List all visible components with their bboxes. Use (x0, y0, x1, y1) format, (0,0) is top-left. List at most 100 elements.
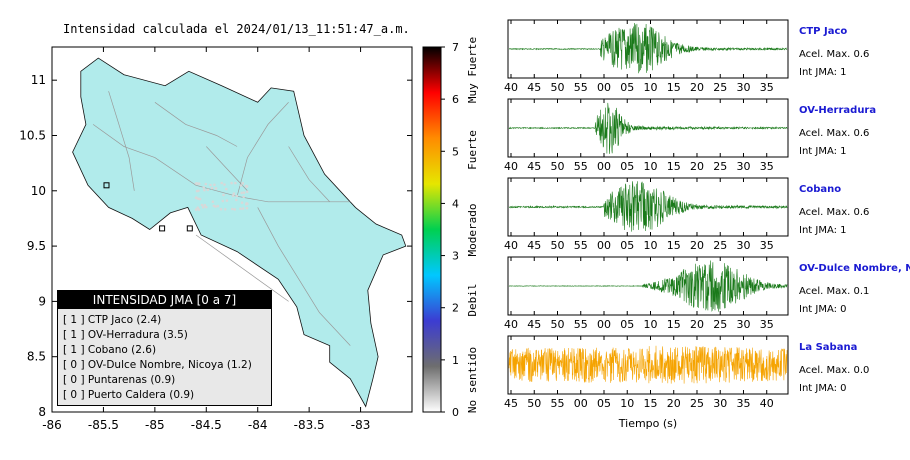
town-dot (220, 181, 223, 185)
max-acceleration: Acel. Max. 0.1 (799, 286, 869, 297)
time-tick-label: 40 (504, 239, 518, 252)
town-dot (198, 197, 202, 201)
y-tick-label: 10 (31, 184, 46, 198)
time-tick-label: 45 (504, 397, 518, 410)
time-tick-label: 30 (736, 81, 750, 94)
town-dot (225, 187, 228, 191)
jma-intensity: Int JMA: 0 (799, 304, 847, 315)
time-tick-label: 05 (620, 81, 634, 94)
town-dot (232, 192, 236, 195)
time-tick-label: 30 (736, 239, 750, 252)
time-tick-label: 40 (760, 397, 774, 410)
legend-item: [ 0 ] OV-Dulce Nombre, Nicoya (1.2) (63, 359, 252, 371)
jma-intensity: Int JMA: 0 (799, 383, 847, 394)
town-dot (241, 181, 244, 185)
time-tick-label: 30 (736, 160, 750, 173)
town-dot (239, 184, 243, 187)
road-network (92, 91, 351, 346)
jma-intensity: Int JMA: 1 (799, 225, 847, 236)
legend-item: [ 1 ] Cobano (2.6) (63, 344, 157, 356)
road (206, 146, 248, 192)
x-tick-label: -85.5 (88, 418, 119, 432)
y-tick-label: 10.5 (19, 128, 46, 142)
time-tick-label: 00 (597, 239, 611, 252)
town-dot (235, 194, 239, 198)
max-acceleration: Acel. Max. 0.6 (799, 128, 869, 139)
y-tick-label: 9 (38, 294, 46, 308)
time-tick-label: 50 (527, 397, 541, 410)
time-tick-label: 15 (667, 81, 681, 94)
time-tick-label: 40 (504, 81, 518, 94)
waveform-panels: 40 45 50 55 00 05 10 15 20 25 30 35 CTP Jaco Acel. Ma… (504, 19, 910, 410)
town-dot (204, 182, 208, 186)
town-dot (239, 207, 242, 210)
colorbar-category-label: Debil (466, 283, 479, 316)
colorbar-category-label: Fuerte (466, 130, 479, 170)
time-tick-label: 55 (574, 160, 588, 173)
town-dot (202, 186, 205, 189)
waveform-panel: 40 45 50 55 00 05 10 15 20 25 30 35 OV-Herradura Acel… (504, 98, 876, 173)
town-dot (195, 196, 198, 199)
legend-item: [ 0 ] Puerto Caldera (0.9) (63, 389, 195, 401)
town-dot (209, 183, 212, 187)
y-tick-label: 11 (31, 73, 46, 87)
time-tick-label: 55 (550, 397, 564, 410)
waveform-panel: 40 45 50 55 00 05 10 15 20 25 30 35 OV-Dulce Nombre,… (504, 256, 910, 331)
time-tick-label: 10 (643, 318, 657, 331)
town-dot (195, 189, 199, 193)
waveform-trace (508, 102, 788, 154)
y-tick-label: 8.5 (27, 350, 46, 364)
time-tick-label: 25 (713, 318, 727, 331)
town-dot (203, 188, 206, 192)
town-dot (219, 207, 223, 211)
station-name: OV-Dulce Nombre, Nicoya (799, 263, 910, 274)
legend-item: [ 1 ] CTP Jaco (2.4) (63, 314, 162, 326)
x-tick-label: -84.5 (191, 418, 222, 432)
time-tick-label: 00 (574, 397, 588, 410)
time-tick-label: 15 (667, 239, 681, 252)
time-tick-label: 10 (643, 239, 657, 252)
road (288, 146, 330, 203)
time-tick-label: 40 (504, 160, 518, 173)
town-dot (216, 204, 220, 208)
town-dot (245, 206, 249, 210)
time-tick-label: 20 (667, 397, 681, 410)
time-tick-label: 25 (713, 81, 727, 94)
town-dot (200, 203, 204, 207)
station-name: CTP Jaco (799, 26, 847, 37)
town-dot (214, 187, 218, 190)
waveform-trace (508, 345, 788, 384)
station-marker (159, 225, 166, 232)
time-tick-label: 50 (550, 318, 564, 331)
x-tick-label: -84 (248, 418, 268, 432)
town-dot (240, 201, 244, 204)
colorbar-tick-label: 2 (452, 302, 459, 315)
colorbar-ticks: 0 1 2 3 4 5 6 7 (441, 41, 459, 419)
town-dot (221, 199, 225, 203)
waveform-panel: 45 50 55 00 05 10 15 20 25 30 35 40 La Sabana Acel. M… (504, 335, 869, 410)
town-dot (245, 190, 249, 194)
waveform-panel: 40 45 50 55 00 05 10 15 20 25 30 35 Cobano Acel. Max.… (504, 177, 869, 252)
time-tick-label: 35 (760, 81, 774, 94)
colorbar (422, 46, 442, 413)
time-tick-label: 05 (620, 160, 634, 173)
waveform-trace (508, 22, 788, 74)
waveform-trace (508, 181, 788, 232)
time-tick-label: 25 (690, 397, 704, 410)
town-dot (201, 206, 205, 209)
town-dot (235, 198, 238, 202)
time-tick-label: 45 (527, 81, 541, 94)
x-tick-label: -83.5 (294, 418, 325, 432)
town-dot (205, 205, 208, 209)
road (154, 102, 238, 147)
max-acceleration: Acel. Max. 0.6 (799, 207, 869, 218)
time-tick-label: 25 (713, 160, 727, 173)
station-name: La Sabana (799, 342, 857, 353)
road (195, 234, 289, 302)
jma-intensity: Int JMA: 1 (799, 146, 847, 157)
time-tick-label: 20 (690, 318, 704, 331)
town-dot (211, 200, 215, 203)
station-marker (186, 225, 193, 232)
time-tick-label: 05 (597, 397, 611, 410)
